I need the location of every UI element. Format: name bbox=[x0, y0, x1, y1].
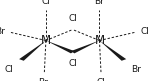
Text: Br: Br bbox=[38, 78, 48, 81]
Polygon shape bbox=[46, 40, 74, 53]
Text: Cl: Cl bbox=[97, 78, 105, 81]
Text: Cl: Cl bbox=[5, 65, 14, 74]
Text: Cl: Cl bbox=[68, 59, 77, 68]
Text: M: M bbox=[94, 34, 104, 47]
Text: Cl: Cl bbox=[41, 0, 50, 6]
Text: Cl: Cl bbox=[68, 14, 77, 23]
Polygon shape bbox=[99, 40, 126, 61]
Polygon shape bbox=[19, 40, 46, 61]
Text: Cl: Cl bbox=[141, 27, 150, 36]
Text: Br: Br bbox=[0, 27, 5, 36]
Text: Br: Br bbox=[95, 0, 104, 6]
Text: Br: Br bbox=[132, 65, 142, 74]
Polygon shape bbox=[71, 40, 99, 53]
Text: M: M bbox=[41, 34, 51, 47]
